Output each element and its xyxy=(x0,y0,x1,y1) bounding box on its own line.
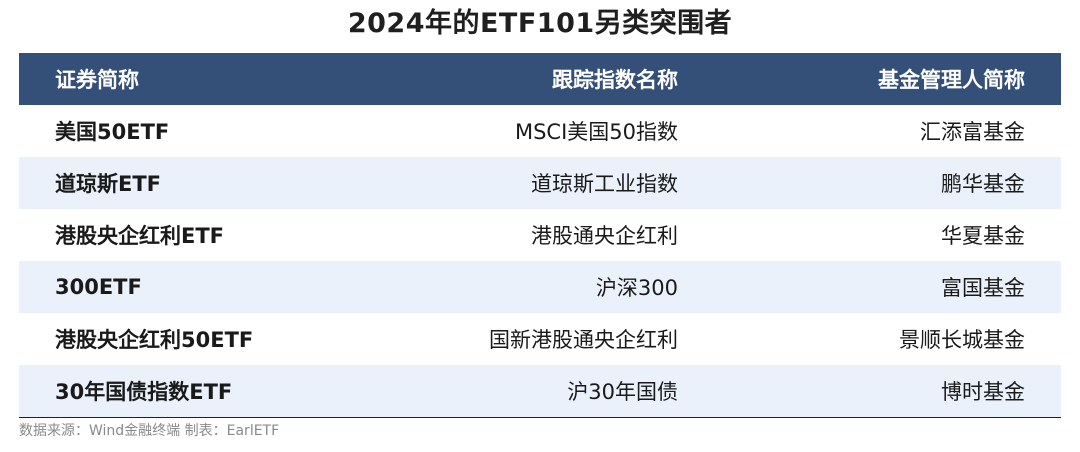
table-row: 港股央企红利ETF 港股通央企红利 华夏基金 xyxy=(19,209,1061,261)
cell-index-name: 沪深300 xyxy=(595,276,678,300)
cell-manager-name: 景顺长城基金 xyxy=(899,328,1025,352)
cell-manager-name: 富国基金 xyxy=(941,276,1025,300)
cell-security-name: 港股央企红利50ETF xyxy=(55,328,254,352)
header-index-name: 跟踪指数名称 xyxy=(552,68,678,92)
cell-index-name: 沪30年国债 xyxy=(567,380,678,404)
table-row: 30年国债指数ETF 沪30年国债 博时基金 xyxy=(19,365,1061,417)
table-bottom-rule xyxy=(19,417,1061,418)
table-header: 证券简称 跟踪指数名称 基金管理人简称 xyxy=(19,53,1061,105)
cell-security-name: 道琼斯ETF xyxy=(55,172,162,196)
cell-index-name: 道琼斯工业指数 xyxy=(531,172,678,196)
cell-index-name: 国新港股通央企红利 xyxy=(489,328,678,352)
header-manager-name: 基金管理人简称 xyxy=(878,68,1025,92)
cell-security-name: 美国50ETF xyxy=(55,120,170,144)
cell-manager-name: 博时基金 xyxy=(941,380,1025,404)
etf-table: 证券简称 跟踪指数名称 基金管理人简称 美国50ETF MSCI美国50指数 汇… xyxy=(19,53,1061,418)
cell-security-name: 港股央企红利ETF xyxy=(55,224,225,248)
cell-index-name: MSCI美国50指数 xyxy=(514,120,678,144)
cell-index-name: 港股通央企红利 xyxy=(531,224,678,248)
cell-manager-name: 华夏基金 xyxy=(941,224,1025,248)
cell-manager-name: 鹏华基金 xyxy=(941,172,1025,196)
cell-manager-name: 汇添富基金 xyxy=(920,120,1025,144)
table-row: 港股央企红利50ETF 国新港股通央企红利 景顺长城基金 xyxy=(19,313,1061,365)
cell-security-name: 30年国债指数ETF xyxy=(55,380,233,404)
table-row: 美国50ETF MSCI美国50指数 汇添富基金 xyxy=(19,105,1061,157)
page-title: 2024年的ETF101另类突围者 xyxy=(347,8,733,39)
header-security-name: 证券简称 xyxy=(55,68,139,92)
cell-security-name: 300ETF xyxy=(55,275,142,299)
source-footnote: 数据来源：Wind金融终端 制表：EarlETF xyxy=(19,423,280,439)
table-row: 道琼斯ETF 道琼斯工业指数 鹏华基金 xyxy=(19,157,1061,209)
table-row: 300ETF 沪深300 富国基金 xyxy=(19,261,1061,313)
